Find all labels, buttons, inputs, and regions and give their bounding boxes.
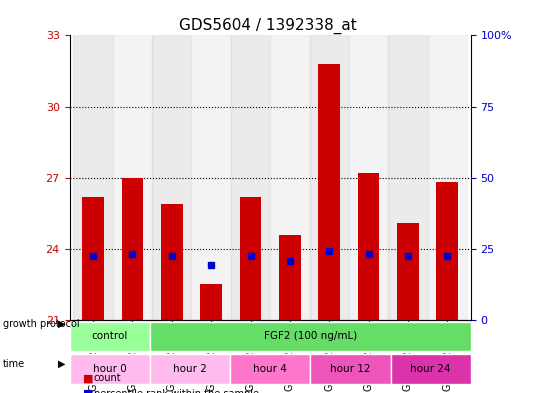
FancyBboxPatch shape: [310, 354, 391, 384]
Text: count: count: [94, 373, 121, 383]
Bar: [152, 35, 192, 320]
Bar: [200, 285, 222, 320]
Bar: [113, 35, 152, 320]
Bar: [310, 35, 349, 320]
Bar: [82, 197, 104, 320]
Text: ▶: ▶: [58, 319, 65, 329]
Text: hour 0: hour 0: [93, 364, 127, 374]
FancyBboxPatch shape: [150, 354, 230, 384]
FancyBboxPatch shape: [391, 354, 471, 384]
Text: GDS5604 / 1392338_at: GDS5604 / 1392338_at: [179, 18, 356, 34]
Bar: [388, 35, 427, 320]
Bar: [161, 204, 182, 320]
Text: ▶: ▶: [58, 358, 65, 369]
Bar: [358, 173, 379, 320]
Bar: [427, 35, 467, 320]
FancyBboxPatch shape: [70, 354, 150, 384]
Text: control: control: [91, 331, 128, 342]
Text: time: time: [3, 358, 25, 369]
Text: ■: ■: [83, 389, 94, 393]
FancyBboxPatch shape: [150, 322, 471, 351]
Text: hour 2: hour 2: [173, 364, 207, 374]
Bar: [73, 35, 113, 320]
Text: growth protocol: growth protocol: [3, 319, 79, 329]
Bar: [270, 35, 310, 320]
Text: percentile rank within the sample: percentile rank within the sample: [94, 389, 258, 393]
Text: hour 24: hour 24: [410, 364, 451, 374]
Bar: [349, 35, 388, 320]
Bar: [192, 35, 231, 320]
Bar: [231, 35, 270, 320]
Text: hour 12: hour 12: [330, 364, 371, 374]
Bar: [240, 197, 261, 320]
FancyBboxPatch shape: [230, 354, 310, 384]
FancyBboxPatch shape: [70, 322, 150, 351]
Bar: [397, 223, 419, 320]
Text: ■: ■: [83, 373, 94, 383]
Bar: [121, 178, 143, 320]
Bar: [279, 235, 301, 320]
Text: FGF2 (100 ng/mL): FGF2 (100 ng/mL): [264, 331, 357, 342]
Text: hour 4: hour 4: [253, 364, 287, 374]
Bar: [318, 64, 340, 320]
Bar: [437, 182, 458, 320]
